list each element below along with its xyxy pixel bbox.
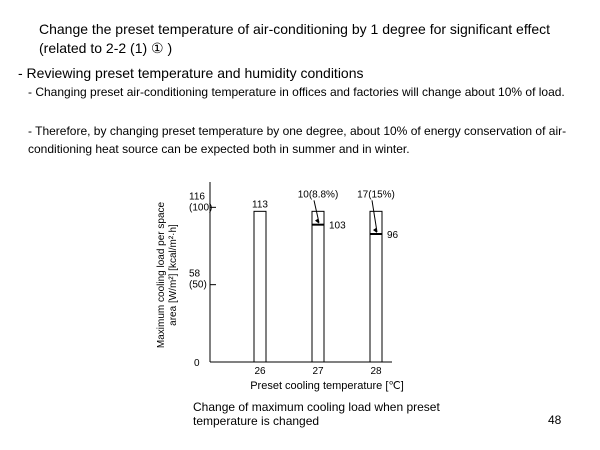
bar xyxy=(253,210,267,363)
reduction-label: 17(15%) xyxy=(357,189,395,200)
reduction-arrowhead xyxy=(315,218,319,224)
y-tick-label-kcal: (50) xyxy=(189,280,207,291)
reduction-arrow xyxy=(371,200,378,233)
y-axis-title: Maximum cooling load per space area [W/m²… xyxy=(156,201,179,348)
page-number: 48 xyxy=(548,413,562,427)
y-tick-label-w: 58 xyxy=(189,269,201,280)
sub-bullet-1: - Changing preset air-conditioning tempe… xyxy=(28,85,565,99)
y-axis-title-line: area [W/m²] [kcal/m²·h] xyxy=(168,224,179,326)
bar-value-label: 103 xyxy=(329,221,346,232)
y-tick-label-w: 0 xyxy=(194,358,200,369)
slide-title: Change the preset temperature of air-con… xyxy=(39,21,551,56)
x-tick-label: 28 xyxy=(370,366,382,377)
reduction-label: 10(8.8%) xyxy=(298,189,339,200)
x-tick-label: 27 xyxy=(312,366,324,377)
y-tick-label-kcal: (100) xyxy=(189,202,212,213)
reduction-arrow xyxy=(313,200,320,223)
x-axis-title: Preset cooling temperature [℃] xyxy=(250,380,404,392)
sub-bullet-2: - Therefore, by changing preset temperat… xyxy=(28,124,567,156)
y-axis-title-line: Maximum cooling load per space xyxy=(156,201,167,348)
bar xyxy=(369,210,383,363)
x-tick-label: 26 xyxy=(254,366,266,377)
bar-value-label: 113 xyxy=(252,199,268,210)
bar-value-label: 96 xyxy=(387,230,399,241)
bullet-heading: - Reviewing preset temperature and humid… xyxy=(18,65,364,81)
y-tick-label-w: 116 xyxy=(189,191,205,202)
reduction-arrowhead xyxy=(373,228,377,233)
chart-caption: Change of maximum cooling load when pres… xyxy=(193,400,440,428)
bar xyxy=(311,210,325,363)
